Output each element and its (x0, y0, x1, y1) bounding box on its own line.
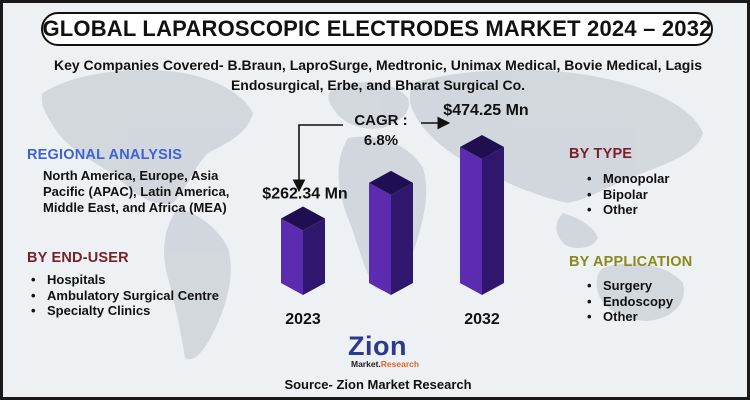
by-type-heading: BY TYPE (569, 146, 633, 162)
list-item: Ambulatory Surgical Centre (27, 288, 219, 304)
x-tick-label: 2032 (464, 311, 500, 328)
by-type-list: Monopolar Bipolar Other (583, 171, 669, 218)
regional-analysis-text: North America, Europe, Asia Pacific (APA… (43, 168, 230, 215)
bar-2023 (281, 206, 325, 295)
end-user-heading: BY END-USER (27, 250, 129, 266)
bar-face-left (369, 182, 391, 295)
list-item: Bipolar (583, 187, 669, 203)
bar-face-right (482, 147, 504, 295)
by-application-heading: BY APPLICATION (569, 254, 693, 270)
key-companies-text: Key Companies Covered- B.Braun, LaproSur… (53, 57, 703, 93)
end-user-list: Hospitals Ambulatory Surgical Centre Spe… (27, 272, 219, 319)
bar-2032 (460, 135, 504, 295)
x-tick-label: 2023 (285, 311, 321, 328)
bar-face-right (303, 218, 325, 295)
bar-face-top (369, 170, 413, 195)
logo-main-text: Zion (348, 331, 407, 361)
cagr-value: 6.8% (364, 132, 398, 149)
title-banner: GLOBAL LAPAROSCOPIC ELECTRODES MARKET 20… (41, 12, 713, 46)
bar-face-top (460, 135, 504, 159)
list-item: Other (583, 202, 669, 218)
list-item: Hospitals (27, 272, 219, 288)
logo-sub-text: Market.Research (351, 360, 448, 369)
data-value-label: $262.34 Mn (262, 185, 347, 202)
bar-face-left (281, 218, 303, 295)
list-item: Monopolar (583, 171, 669, 187)
logo-sub-right: Research (380, 359, 420, 369)
cagr-label: CAGR : (354, 112, 407, 129)
page-title: GLOBAL LAPAROSCOPIC ELECTRODES MARKET 20… (42, 16, 712, 41)
list-item: Endoscopy (583, 294, 673, 310)
list-item: Surgery (583, 278, 673, 294)
cagr-arrow-down (292, 124, 343, 193)
bar-face-top (281, 206, 325, 231)
regional-analysis-heading: REGIONAL ANALYSIS (27, 147, 183, 163)
list-item: Other (583, 309, 673, 325)
zion-logo: Zion Market.Research (348, 333, 448, 369)
bar-face-left (460, 147, 482, 295)
market-growth-chart: 2023 $262.34 Mn 2032 $474.25 Mn CAGR : 6.8% (262, 102, 528, 328)
list-item: Specialty Clinics (27, 303, 219, 319)
bar-face-right (391, 182, 413, 295)
data-value-label: $474.25 Mn (443, 102, 528, 119)
logo-sub-left: Market. (351, 359, 381, 369)
source-text: Source- Zion Market Research (284, 377, 472, 392)
by-application-list: Surgery Endoscopy Other (583, 278, 673, 325)
bar-mid-1 (369, 170, 413, 295)
